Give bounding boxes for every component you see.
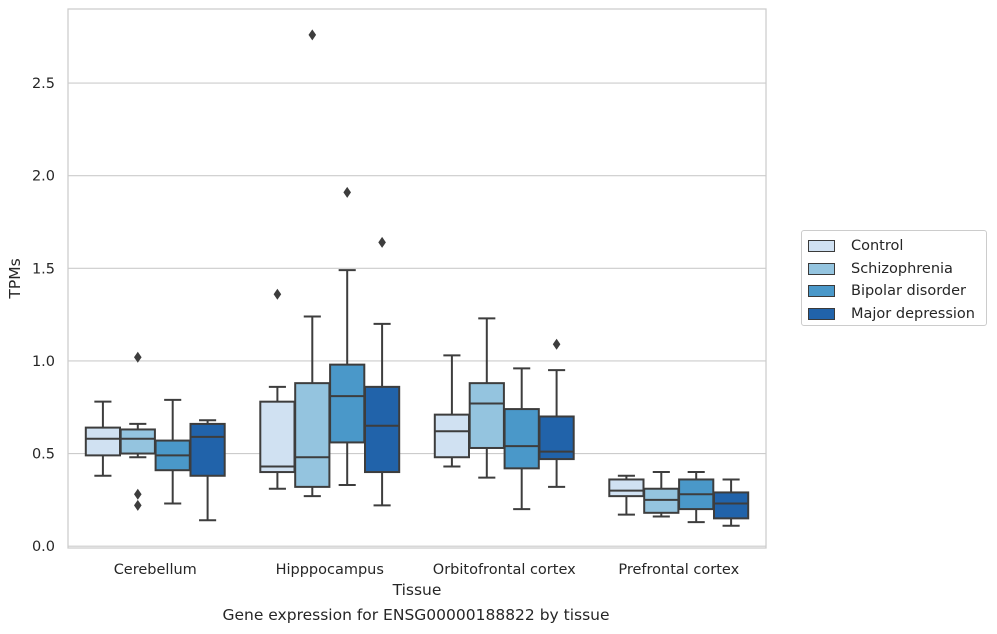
legend-item: Major depression <box>808 303 986 326</box>
box-0-3 <box>189 419 226 522</box>
iqr-box <box>503 408 540 470</box>
outlier-point <box>552 338 561 350</box>
y-tick-label: 0.0 <box>32 539 55 555</box>
iqr-box <box>84 426 122 457</box>
box-3-0 <box>608 474 645 516</box>
outlier-point <box>273 288 282 300</box>
box-3-2 <box>678 471 715 524</box>
y-tick-label: 1.5 <box>32 261 55 277</box>
iqr-box <box>329 363 366 444</box>
y-tick-label: 2.0 <box>32 169 55 185</box>
box-3-3 <box>712 478 750 527</box>
box-2-2 <box>503 367 540 511</box>
x-tick-label: Hipppocampus <box>276 562 384 578</box>
iqr-box <box>712 491 750 520</box>
iqr-box <box>433 413 471 459</box>
outlier-point <box>134 351 142 363</box>
legend-label: Control <box>851 238 904 255</box>
box-0-1 <box>119 351 156 511</box>
iqr-box <box>119 428 156 455</box>
iqr-box <box>363 385 401 474</box>
x-tick-label: Orbitofrontal cortex <box>433 562 576 578</box>
legend-swatch <box>808 262 835 275</box>
legend-label: Schizophrenia <box>851 260 953 277</box>
iqr-box <box>608 478 645 498</box>
box-0-0 <box>84 400 122 477</box>
y-tick-label: 1.0 <box>32 354 55 370</box>
box-layer <box>84 29 750 527</box>
box-1-3 <box>363 236 401 507</box>
iqr-box <box>189 422 226 477</box>
box-0-2 <box>154 398 191 505</box>
box-1-0 <box>259 288 296 490</box>
plot-area-frame <box>67 8 767 549</box>
y-tick-label: 0.5 <box>32 447 55 463</box>
box-1-1 <box>294 29 331 498</box>
legend-item: Bipolar disorder <box>808 280 986 303</box>
outlier-point <box>308 29 317 41</box>
box-2-3 <box>538 338 575 488</box>
outlier-point <box>134 499 142 511</box>
legend-item: Schizophrenia <box>808 258 986 281</box>
x-tick-label: Cerebellum <box>114 562 197 578</box>
legend-swatch <box>808 307 835 320</box>
box-2-0 <box>433 354 471 468</box>
iqr-box <box>468 382 505 449</box>
outlier-point <box>343 186 351 198</box>
legend-label: Bipolar disorder <box>851 283 966 300</box>
x-tick-label: Prefrontal cortex <box>618 562 739 578</box>
legend-swatch <box>808 240 835 253</box>
y-tick-labels: 0.0 0.5 1.0 1.5 2.0 2.5 <box>32 76 55 555</box>
y-tick-label: 2.5 <box>32 76 55 92</box>
figure-caption: Gene expression for ENSG00000188822 by t… <box>222 606 610 624</box>
legend-item: Control <box>808 235 986 258</box>
iqr-box <box>538 415 575 461</box>
legend: Control Schizophrenia Bipolar disorder Majo… <box>801 230 987 326</box>
x-axis-label: Tissue <box>392 581 442 599</box>
iqr-box <box>294 382 331 488</box>
outlier-point <box>378 236 386 248</box>
iqr-box <box>259 400 296 474</box>
x-tick-labels: Cerebellum Hipppocampus Orbitofrontal cort… <box>114 562 740 578</box>
box-3-1 <box>643 471 680 518</box>
y-axis-label: TPMs <box>6 258 24 299</box>
box-1-2 <box>329 186 366 487</box>
legend-label: Major depression <box>851 305 975 322</box>
legend-swatch <box>808 285 835 298</box>
outlier-point <box>134 488 142 500</box>
